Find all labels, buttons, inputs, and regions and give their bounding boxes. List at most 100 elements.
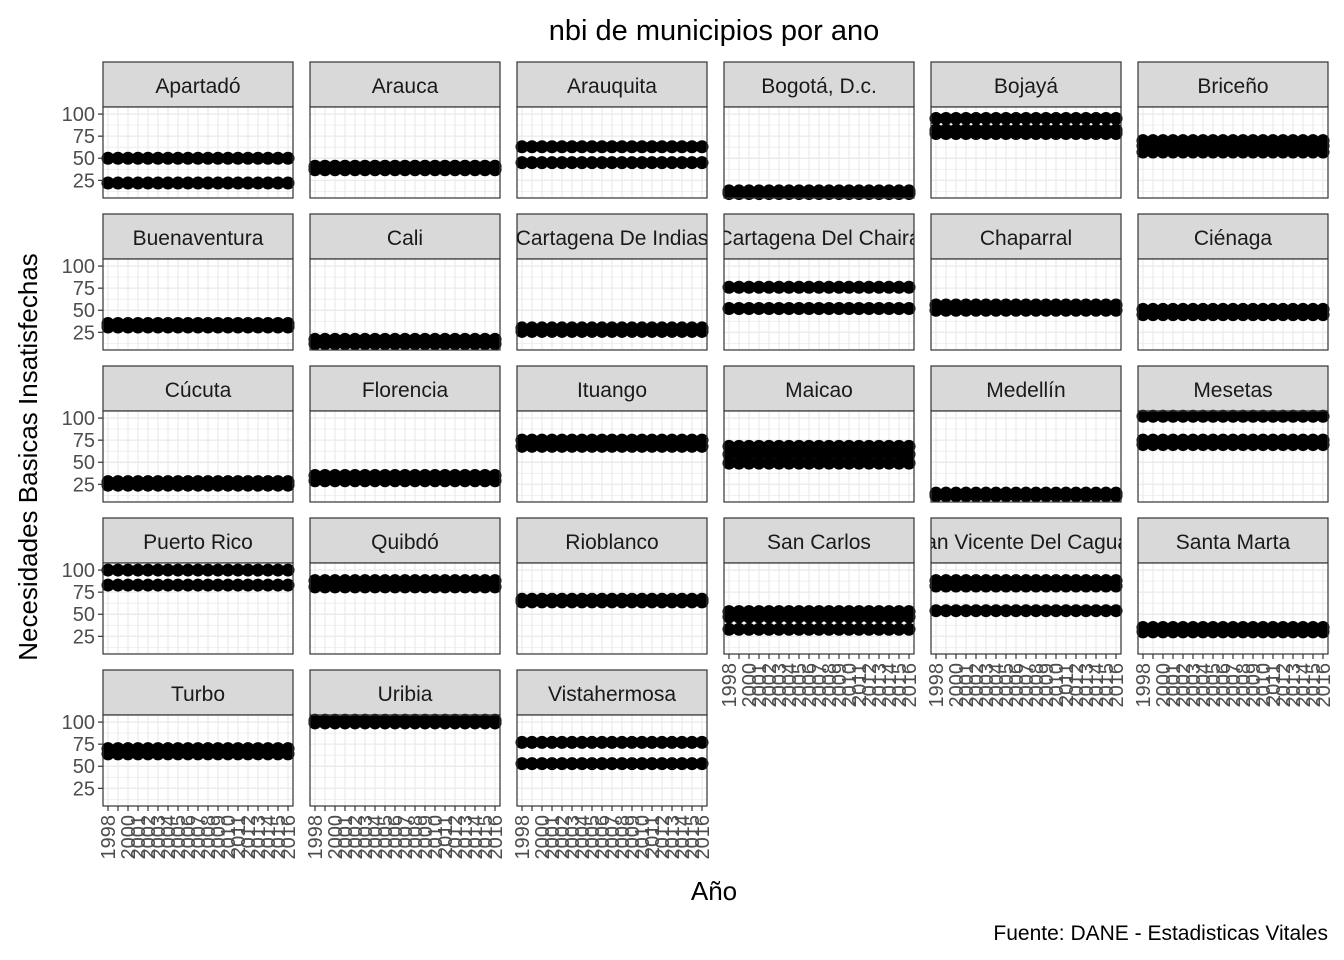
data-point xyxy=(1059,604,1073,618)
data-point xyxy=(929,111,943,125)
data-point xyxy=(1196,409,1210,423)
facet-strip-label: Cartagena Del Chairá xyxy=(717,227,920,250)
data-point xyxy=(1069,127,1083,141)
data-point xyxy=(772,610,786,624)
data-point xyxy=(655,324,669,338)
x-tick-label: 2014 xyxy=(258,815,280,860)
data-point xyxy=(388,337,402,351)
panel-border xyxy=(1137,258,1329,351)
facet-panel: Arauca xyxy=(308,61,502,199)
facet-strip-label: San Carlos xyxy=(767,531,871,554)
x-tick-label: 2012 xyxy=(238,815,260,860)
data-point xyxy=(1049,303,1063,317)
data-point xyxy=(1136,308,1150,322)
data-point xyxy=(655,757,669,771)
data-point xyxy=(1216,625,1230,639)
data-point xyxy=(1226,625,1240,639)
facet-strip-label: Chaparral xyxy=(980,227,1072,250)
data-point xyxy=(979,604,993,618)
data-point xyxy=(665,735,679,749)
data-point xyxy=(722,456,736,470)
data-point xyxy=(308,580,322,594)
panel-border xyxy=(930,106,1122,199)
data-point xyxy=(408,716,422,730)
data-point xyxy=(752,301,766,315)
data-point xyxy=(959,303,973,317)
data-point xyxy=(762,610,776,624)
data-point xyxy=(478,474,492,488)
data-point xyxy=(448,716,462,730)
data-point xyxy=(1246,625,1260,639)
data-point xyxy=(1049,127,1063,141)
x-tick-label: 2006 xyxy=(178,815,200,860)
data-point xyxy=(171,563,185,577)
data-point xyxy=(605,735,619,749)
panel-points xyxy=(515,433,709,453)
facet-panel: Turbo25507510019982000200120022003200420… xyxy=(62,669,300,860)
panel-border xyxy=(516,562,708,655)
data-point xyxy=(842,280,856,294)
data-point xyxy=(1256,438,1270,452)
data-point xyxy=(969,111,983,125)
data-point xyxy=(281,563,295,577)
data-point xyxy=(458,163,472,177)
data-point xyxy=(1256,145,1270,159)
data-point xyxy=(101,320,115,334)
data-point xyxy=(585,735,599,749)
data-point xyxy=(792,622,806,636)
data-point xyxy=(1316,145,1330,159)
data-point xyxy=(625,439,639,453)
data-point xyxy=(1079,303,1093,317)
data-point xyxy=(271,563,285,577)
panel-points xyxy=(929,298,1123,317)
x-tick-label: 2004 xyxy=(572,815,594,860)
data-point xyxy=(1246,438,1260,452)
data-point xyxy=(802,301,816,315)
data-point xyxy=(882,456,896,470)
data-point xyxy=(438,337,452,351)
data-point xyxy=(368,716,382,730)
data-point xyxy=(1296,409,1310,423)
data-point xyxy=(525,140,539,154)
data-point xyxy=(408,163,422,177)
data-point xyxy=(488,716,502,730)
facet-panel: Bogotá, D.c. xyxy=(722,61,916,201)
data-point xyxy=(1136,625,1150,639)
y-tick-label: 100 xyxy=(62,104,95,126)
y-tick-label: 25 xyxy=(73,170,95,192)
y-tick-label: 50 xyxy=(73,604,95,626)
data-point xyxy=(1276,625,1290,639)
data-point xyxy=(231,578,245,592)
data-point xyxy=(201,320,215,334)
data-point xyxy=(615,156,629,170)
data-point xyxy=(695,140,709,154)
data-point xyxy=(1196,308,1210,322)
x-tick-label: 2011 xyxy=(642,815,664,858)
data-point xyxy=(1146,438,1160,452)
data-point xyxy=(1039,579,1053,593)
data-point xyxy=(565,140,579,154)
x-tick-label: 2014 xyxy=(465,815,487,860)
data-point xyxy=(131,151,145,165)
data-point xyxy=(1246,145,1260,159)
facet-panel: Maicao xyxy=(722,365,916,503)
data-point xyxy=(261,320,275,334)
data-point xyxy=(822,622,836,636)
data-point xyxy=(565,595,579,609)
data-point xyxy=(318,474,332,488)
y-tick-label: 100 xyxy=(62,408,95,430)
data-point xyxy=(585,140,599,154)
data-point xyxy=(161,478,175,492)
x-tick-label: 1998 xyxy=(926,663,948,708)
data-point xyxy=(1226,145,1240,159)
x-tick-label: 2006 xyxy=(385,815,407,860)
data-point xyxy=(979,111,993,125)
facet-panel: Ituango xyxy=(515,365,709,503)
data-point xyxy=(201,578,215,592)
data-point xyxy=(812,280,826,294)
data-point xyxy=(812,622,826,636)
panel-points xyxy=(515,592,709,609)
x-tick-label: 2011 xyxy=(228,815,250,858)
data-point xyxy=(1069,604,1083,618)
